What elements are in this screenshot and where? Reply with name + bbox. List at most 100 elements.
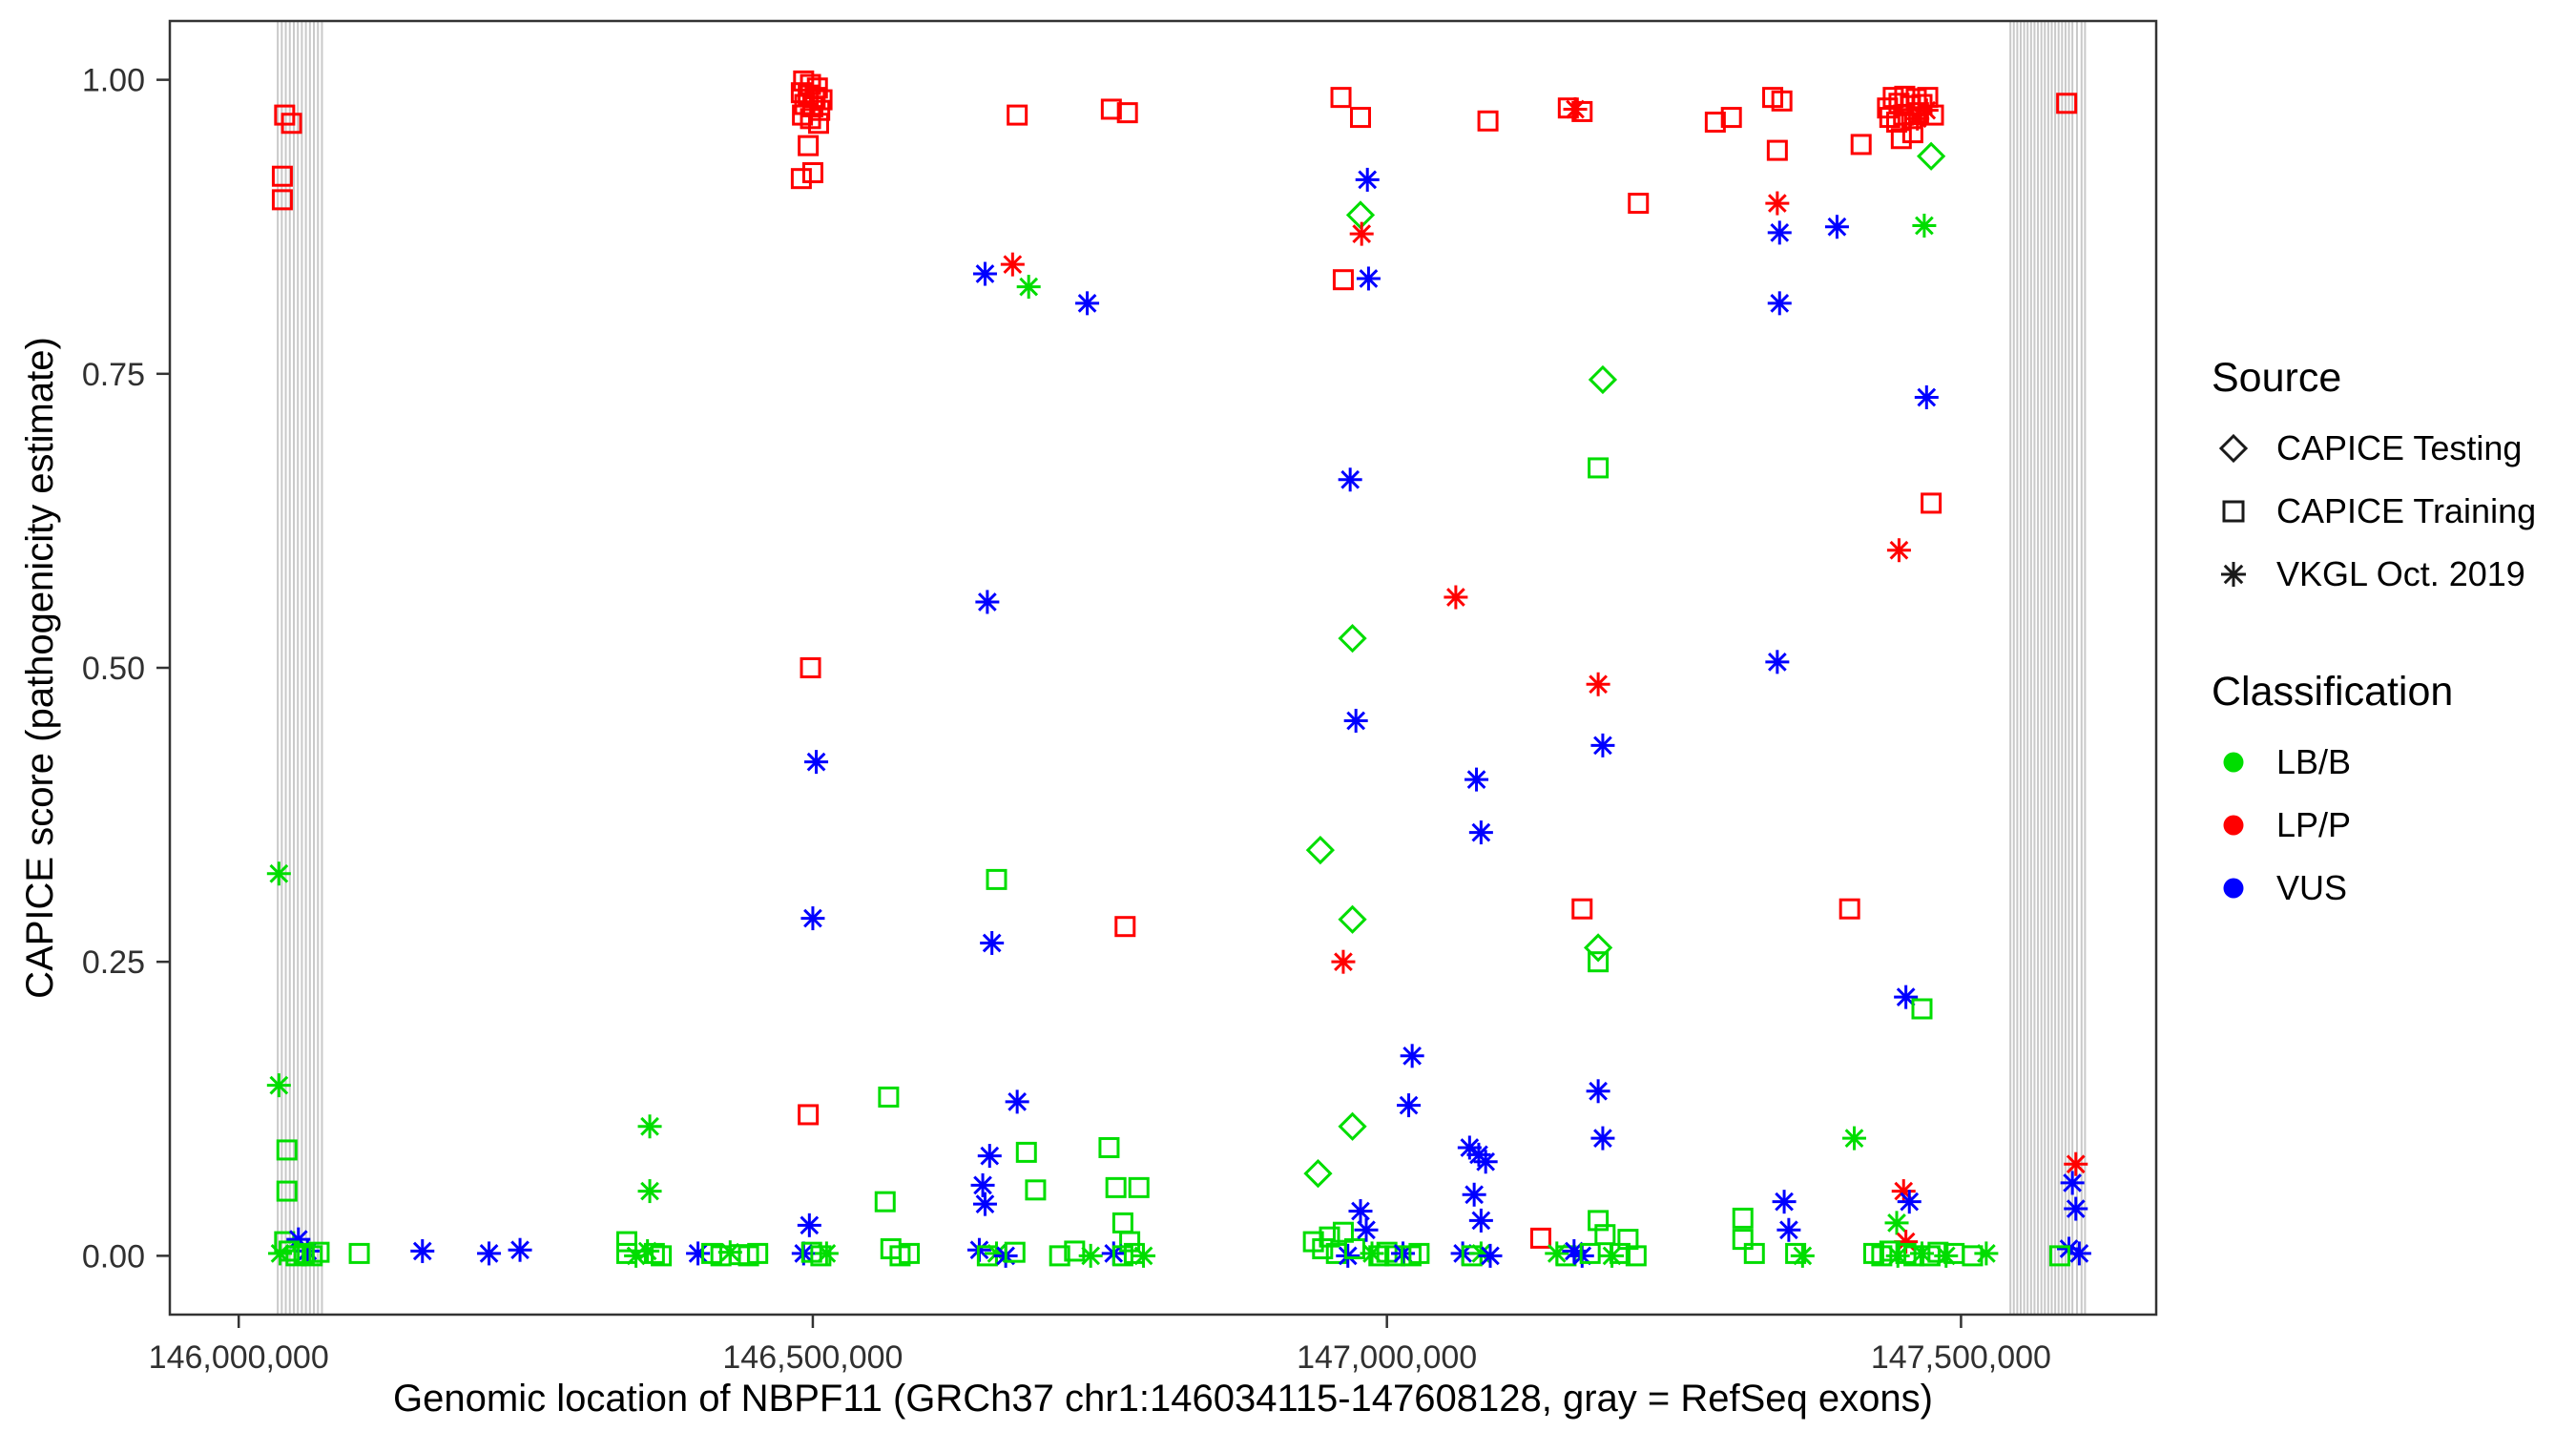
data-point bbox=[1348, 1199, 1373, 1224]
data-point bbox=[615, 1231, 637, 1253]
data-point bbox=[1015, 1141, 1037, 1163]
data-point bbox=[1025, 1179, 1047, 1201]
y-tick-label: 0.25 bbox=[82, 944, 145, 981]
data-point bbox=[1884, 1211, 1909, 1235]
data-point bbox=[1338, 1111, 1367, 1141]
data-point bbox=[1332, 1221, 1354, 1243]
data-point bbox=[1473, 1150, 1498, 1174]
data-point bbox=[1886, 112, 1908, 134]
data-point bbox=[1879, 107, 1901, 129]
data-point bbox=[798, 135, 820, 156]
data-point bbox=[1114, 916, 1136, 938]
data-point bbox=[1064, 1240, 1086, 1262]
data-point bbox=[986, 868, 1008, 890]
data-point bbox=[1588, 457, 1610, 479]
data-point bbox=[1912, 213, 1937, 238]
data-point bbox=[1890, 128, 1912, 150]
data-point bbox=[1468, 820, 1493, 845]
data-point bbox=[308, 1241, 330, 1263]
square-icon bbox=[2222, 500, 2245, 523]
data-point bbox=[1704, 112, 1726, 134]
data-point bbox=[1075, 291, 1100, 316]
legend-item-label: LP/P bbox=[2276, 805, 2352, 844]
dot-icon bbox=[2223, 815, 2244, 836]
data-point bbox=[1397, 1093, 1422, 1118]
y-tick-label: 0.50 bbox=[82, 651, 145, 687]
data-point bbox=[1338, 904, 1367, 934]
data-point bbox=[1625, 1245, 1647, 1267]
data-point bbox=[1105, 1176, 1127, 1198]
data-point bbox=[793, 70, 815, 92]
x-tick-label: 146,000,000 bbox=[149, 1339, 329, 1376]
data-point bbox=[1974, 1241, 1999, 1266]
data-point bbox=[1116, 102, 1138, 124]
data-point bbox=[878, 1086, 900, 1108]
legend-item-label: CAPICE Testing bbox=[2276, 428, 2523, 467]
data-point bbox=[1720, 107, 1742, 129]
legend-item: CAPICE Training bbox=[2212, 480, 2536, 543]
data-point bbox=[1016, 275, 1041, 300]
data-point bbox=[1111, 1212, 1133, 1234]
data-point bbox=[1571, 898, 1593, 920]
data-point bbox=[637, 1179, 662, 1204]
data-point bbox=[980, 930, 1005, 955]
data-point bbox=[1767, 220, 1792, 245]
data-point bbox=[804, 750, 829, 775]
data-point bbox=[1343, 708, 1368, 733]
legend-group-classification: Classification LB/B LP/P VUS bbox=[2212, 669, 2536, 920]
panel-border bbox=[168, 19, 2158, 1317]
data-point bbox=[1128, 1176, 1150, 1198]
data-point bbox=[801, 162, 823, 184]
data-point bbox=[1319, 1226, 1340, 1248]
data-point bbox=[1588, 1210, 1610, 1232]
data-point bbox=[1790, 1243, 1815, 1268]
data-point bbox=[1305, 835, 1336, 865]
data-point bbox=[1465, 767, 1489, 792]
data-point bbox=[1462, 1182, 1486, 1207]
data-point bbox=[651, 1245, 673, 1267]
legend-item-label: VKGL Oct. 2019 bbox=[2276, 554, 2525, 593]
data-point bbox=[1766, 139, 1788, 161]
data-point bbox=[1921, 492, 1942, 514]
legend-item: LB/B bbox=[2212, 731, 2536, 794]
data-point bbox=[1590, 1126, 1615, 1151]
data-point bbox=[1916, 141, 1946, 171]
data-point bbox=[1312, 1237, 1334, 1259]
data-point bbox=[1776, 1217, 1801, 1242]
data-point bbox=[1914, 98, 1939, 123]
x-axis-title: Genomic location of NBPF11 (GRCh37 chr1:… bbox=[393, 1378, 1933, 1420]
data-point bbox=[477, 1241, 502, 1266]
data-point bbox=[2060, 1171, 2085, 1195]
data-point bbox=[1478, 1243, 1503, 1268]
data-point bbox=[301, 1245, 323, 1267]
x-tick-label: 146,500,000 bbox=[722, 1339, 903, 1376]
data-point bbox=[1771, 90, 1793, 112]
data-point bbox=[643, 1242, 665, 1264]
data-point bbox=[1586, 672, 1610, 696]
data-point bbox=[1330, 87, 1352, 109]
data-point bbox=[1444, 585, 1468, 610]
legend-item: VKGL Oct. 2019 bbox=[2212, 543, 2536, 606]
data-point bbox=[1408, 1242, 1430, 1264]
data-point bbox=[1004, 1241, 1026, 1263]
data-point bbox=[2064, 1151, 2088, 1176]
data-point bbox=[1743, 1242, 1765, 1264]
data-point bbox=[977, 1144, 1002, 1169]
data-point bbox=[1772, 1190, 1797, 1214]
data-point bbox=[800, 657, 821, 678]
legend-group-source: Source CAPICE Testing CAPICE Training VKGL… bbox=[2212, 355, 2536, 606]
data-point bbox=[2048, 1245, 2070, 1267]
data-point bbox=[1468, 1208, 1493, 1233]
data-point bbox=[1922, 104, 1944, 126]
data-point bbox=[1354, 1217, 1379, 1242]
data-point bbox=[1588, 951, 1610, 973]
data-point bbox=[1349, 221, 1374, 246]
data-point bbox=[276, 1139, 298, 1161]
legend-source-items: CAPICE Testing CAPICE Training VKGL Oct. 2… bbox=[2212, 417, 2536, 606]
data-point bbox=[790, 168, 812, 190]
data-point bbox=[271, 165, 293, 187]
asterisk-icon bbox=[2221, 562, 2246, 587]
data-point bbox=[1732, 1207, 1754, 1229]
data-point bbox=[1579, 1242, 1601, 1264]
